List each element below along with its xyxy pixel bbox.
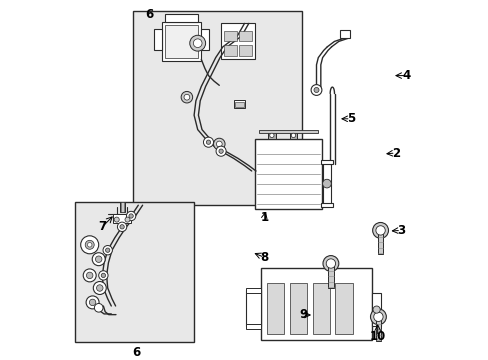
Circle shape (114, 217, 119, 222)
Circle shape (375, 226, 385, 235)
Bar (224, 31, 236, 41)
Bar (321, 160, 332, 164)
Circle shape (269, 133, 273, 138)
Bar (327, 264, 333, 288)
Circle shape (291, 133, 295, 138)
Circle shape (313, 87, 318, 93)
Bar (201, 29, 208, 50)
Bar (239, 45, 251, 56)
Text: 5: 5 (346, 112, 354, 125)
Circle shape (373, 312, 382, 321)
Circle shape (86, 272, 93, 279)
Circle shape (120, 225, 124, 229)
Circle shape (129, 214, 133, 218)
Bar (121, 202, 123, 212)
Bar (246, 290, 261, 326)
Text: 10: 10 (369, 330, 385, 343)
Text: 6: 6 (144, 8, 153, 21)
Text: 7: 7 (98, 220, 106, 233)
Bar (165, 14, 197, 22)
Text: 2: 2 (391, 147, 399, 159)
Circle shape (193, 39, 202, 48)
Circle shape (203, 137, 213, 147)
Circle shape (322, 179, 330, 188)
Bar (321, 203, 332, 207)
Bar (75, 202, 194, 342)
Circle shape (99, 271, 108, 280)
Bar (221, 23, 255, 59)
Circle shape (325, 259, 335, 268)
Circle shape (219, 149, 223, 153)
Circle shape (117, 222, 126, 231)
Circle shape (85, 240, 94, 249)
Bar (233, 100, 244, 108)
Circle shape (101, 273, 105, 278)
Circle shape (322, 256, 338, 271)
Circle shape (86, 296, 99, 309)
Circle shape (126, 211, 136, 221)
Circle shape (370, 309, 386, 325)
Bar (162, 22, 201, 61)
Bar (224, 45, 236, 56)
Bar (340, 30, 349, 38)
Text: 8: 8 (260, 251, 268, 264)
Bar (120, 202, 125, 212)
Bar (113, 214, 131, 223)
Bar (258, 130, 318, 133)
Bar (289, 132, 297, 139)
Circle shape (93, 282, 106, 294)
Circle shape (216, 146, 225, 156)
Circle shape (105, 248, 110, 252)
Bar (165, 25, 197, 58)
Bar (289, 283, 306, 334)
Circle shape (92, 253, 105, 266)
Text: 1: 1 (260, 211, 268, 224)
Circle shape (206, 140, 210, 144)
Bar (371, 293, 381, 326)
Circle shape (183, 94, 189, 100)
Circle shape (89, 299, 96, 306)
Bar (375, 316, 381, 341)
Bar (235, 102, 244, 107)
Bar (377, 229, 383, 254)
Bar (246, 288, 261, 293)
Circle shape (372, 222, 387, 238)
Bar (267, 132, 275, 139)
Bar (322, 162, 330, 205)
Bar (255, 139, 321, 209)
Text: 9: 9 (299, 309, 307, 321)
Circle shape (103, 246, 112, 255)
Bar (335, 283, 352, 334)
Circle shape (81, 236, 99, 254)
Circle shape (125, 217, 130, 222)
Circle shape (310, 85, 321, 95)
Bar (239, 31, 251, 41)
Circle shape (213, 138, 224, 150)
Bar (246, 324, 261, 329)
Text: 4: 4 (402, 69, 410, 82)
Bar (312, 283, 329, 334)
Circle shape (94, 303, 103, 312)
Circle shape (95, 256, 102, 262)
Text: 6: 6 (132, 346, 141, 359)
Circle shape (372, 306, 380, 313)
Circle shape (216, 141, 222, 147)
Bar (154, 29, 162, 50)
Text: 3: 3 (396, 224, 405, 237)
Bar (133, 11, 302, 205)
Circle shape (96, 285, 103, 291)
Bar (266, 283, 284, 334)
Circle shape (181, 91, 192, 103)
Circle shape (83, 269, 96, 282)
Bar (260, 268, 371, 340)
Circle shape (87, 243, 92, 247)
Circle shape (189, 35, 205, 51)
